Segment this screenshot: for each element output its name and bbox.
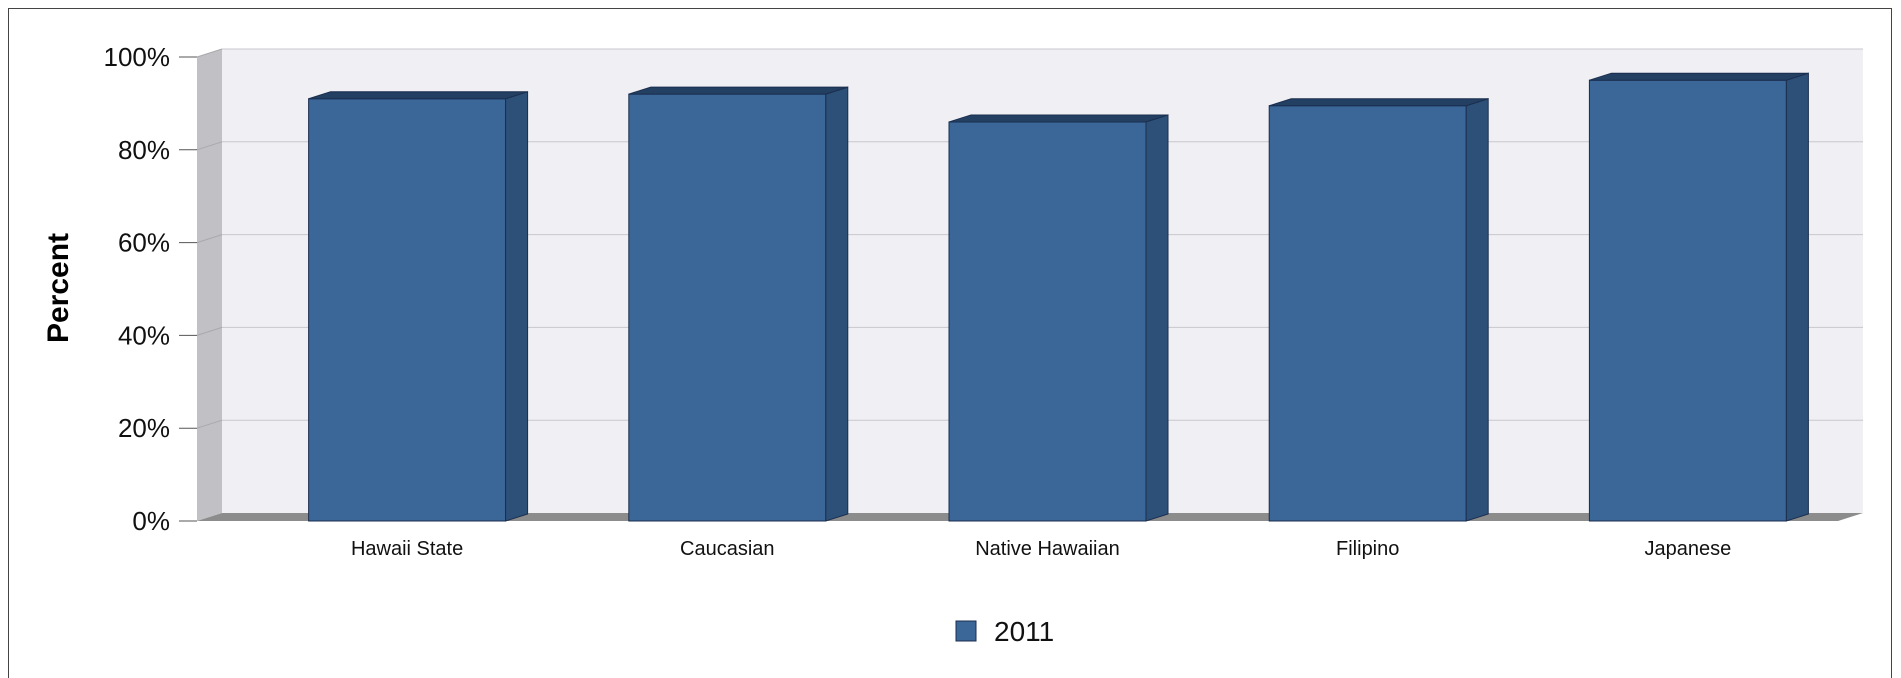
- gridline-side: [196, 141, 223, 151]
- bar-top: [628, 86, 848, 95]
- x-tick-label: Japanese: [1645, 538, 1732, 560]
- bar-front: [1268, 105, 1467, 522]
- bar-front: [628, 93, 827, 522]
- y-tick-label: 80%: [118, 135, 170, 165]
- bar-top: [308, 91, 528, 100]
- gridline-side: [196, 419, 223, 429]
- x-tick-label: Native Hawaiian: [975, 538, 1120, 560]
- bar-top: [948, 114, 1169, 123]
- bar-side: [1465, 98, 1489, 522]
- bar: [1588, 72, 1809, 522]
- y-axis-ticks: 0% 20% 40% 60% 80% 100%: [104, 42, 197, 536]
- gridline-side: [196, 326, 223, 336]
- chart-frame: [8, 8, 1892, 678]
- y-tick-label: 0%: [132, 506, 170, 536]
- bar-side: [505, 91, 529, 522]
- legend-label-2011: 2011: [994, 616, 1054, 647]
- y-tick-label: 20%: [118, 413, 170, 443]
- bar: [308, 91, 529, 522]
- bar-side: [1145, 114, 1169, 522]
- legend: 2011: [955, 616, 1054, 647]
- gridline-side: [196, 48, 223, 58]
- bar: [1268, 98, 1489, 522]
- bars: [308, 72, 1809, 522]
- y-tick-label: 40%: [118, 320, 170, 350]
- bar-side: [1785, 72, 1809, 522]
- x-tick-label: Filipino: [1336, 538, 1399, 560]
- bar-top: [1589, 72, 1809, 81]
- bar-front: [308, 98, 507, 522]
- y-tick-label: 60%: [118, 228, 170, 258]
- bar: [948, 114, 1169, 522]
- gridline-side: [196, 234, 223, 244]
- bar-top: [1269, 98, 1489, 107]
- x-tick-label: Caucasian: [680, 538, 775, 560]
- bar: [628, 86, 849, 522]
- side-wall: [197, 49, 222, 521]
- legend-swatch: [955, 620, 977, 642]
- bar-side: [825, 86, 849, 522]
- x-axis-labels: Hawaii State Caucasian Native Hawaiian Fili…: [351, 538, 1731, 560]
- bar-front: [948, 121, 1147, 522]
- bar-front: [1588, 79, 1787, 522]
- y-axis-label: Percent: [42, 233, 75, 343]
- y-tick-label: 100%: [104, 42, 171, 72]
- x-tick-label: Hawaii State: [351, 538, 463, 560]
